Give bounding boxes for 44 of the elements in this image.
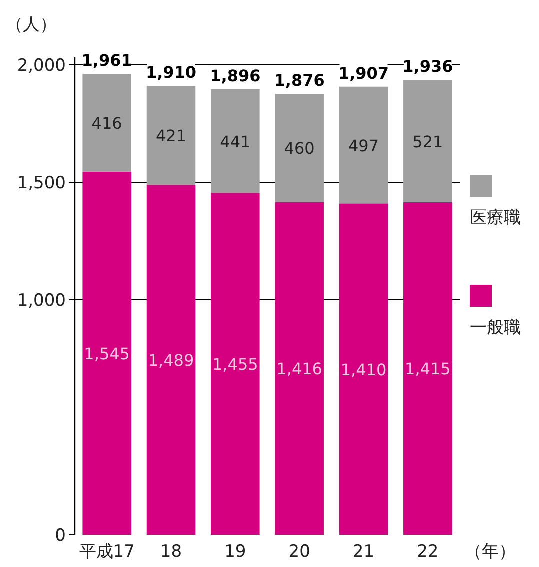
bar — [82, 172, 132, 535]
bar — [275, 94, 324, 202]
bar — [339, 86, 388, 204]
y-axis-title: （人） — [6, 15, 57, 35]
data-label: 441 — [220, 132, 251, 152]
data-label: 421 — [156, 126, 187, 146]
bar — [404, 80, 452, 202]
x-tick-label: 18 — [160, 542, 182, 562]
total-label: 1,907 — [338, 64, 390, 83]
data-label: 1,489 — [148, 351, 194, 370]
bar — [146, 185, 196, 535]
bar — [82, 74, 132, 172]
data-label: 1,410 — [340, 360, 387, 380]
total-label: 1,936 — [402, 57, 454, 76]
bar — [146, 86, 196, 186]
x-tick-label: 平成17 — [79, 542, 135, 562]
x-tick-label: 20 — [288, 542, 310, 562]
total-label: 1,876 — [274, 71, 325, 90]
data-label: 1,416 — [276, 360, 322, 379]
total-label: 1,910 — [146, 63, 197, 82]
y-tick-label: 1,000 — [17, 291, 66, 311]
data-label: 497 — [348, 136, 380, 156]
x-tick-label: 21 — [352, 542, 375, 562]
bar — [275, 202, 324, 535]
x-axis-title: （年） — [465, 542, 516, 562]
data-label: 460 — [284, 139, 315, 158]
bar — [211, 89, 260, 194]
x-tick-label: 22 — [417, 542, 439, 562]
y-tick-label: 1,500 — [17, 174, 66, 194]
y-tick-label: 2,000 — [17, 56, 66, 76]
y-tick-label: 0 — [55, 526, 66, 546]
data-label: 1,415 — [405, 360, 451, 379]
data-label: 1,545 — [84, 344, 130, 364]
data-label: 1,455 — [212, 355, 258, 374]
bar — [404, 202, 452, 535]
x-tick-label: 19 — [224, 542, 246, 562]
legend-label: 一般職 — [470, 318, 521, 338]
data-label: 521 — [412, 132, 444, 152]
total-label: 1,896 — [210, 66, 261, 86]
data-label: 416 — [92, 114, 122, 134]
bar — [211, 193, 260, 535]
total-label: 1,961 — [82, 51, 132, 70]
bar — [339, 204, 388, 535]
legend-label: 医療職 — [470, 208, 521, 228]
